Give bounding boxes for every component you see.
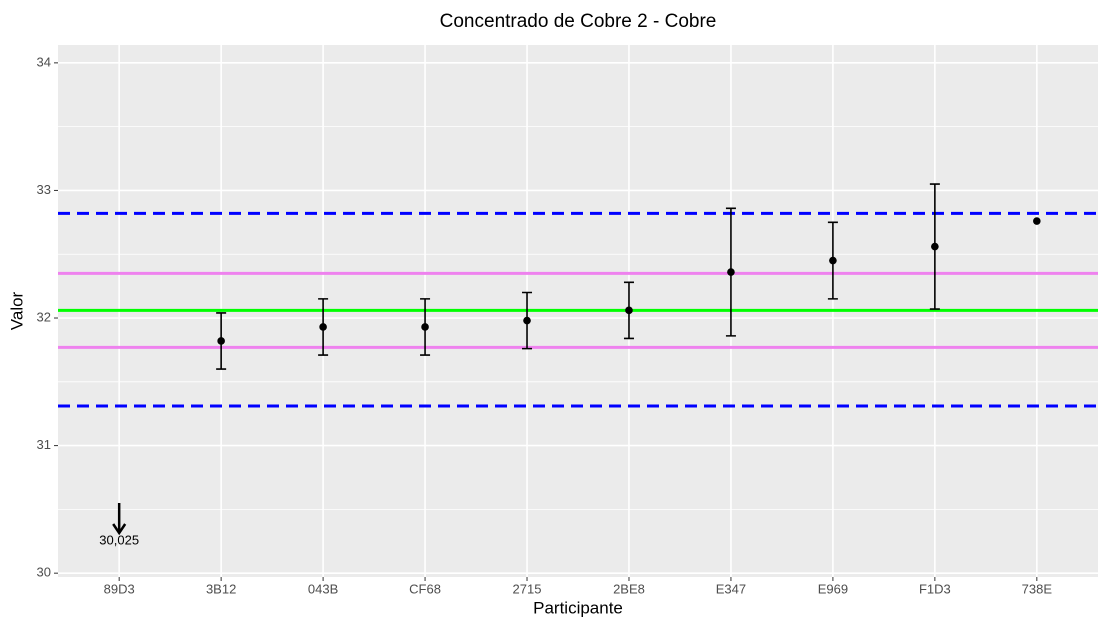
x-tick-label: 2BE8 xyxy=(613,581,645,596)
x-tick-label: 89D3 xyxy=(104,581,135,596)
point xyxy=(829,256,837,265)
x-tick-label: 738E xyxy=(1022,581,1053,596)
point xyxy=(931,242,939,251)
value-label: 30,025 xyxy=(99,532,139,547)
y-tick-label: 33 xyxy=(37,182,51,197)
x-tick-label: E969 xyxy=(818,581,848,596)
point xyxy=(625,306,633,315)
x-axis-label: Participante xyxy=(533,598,623,617)
chart-title: Concentrado de Cobre 2 - Cobre xyxy=(440,11,717,32)
y-tick-label: 34 xyxy=(37,54,51,69)
y-tick-label: 31 xyxy=(37,437,51,452)
y-axis-label: Valor xyxy=(7,291,26,330)
point xyxy=(217,337,225,345)
point xyxy=(727,268,735,276)
y-tick-label: 30 xyxy=(37,565,51,580)
x-tick-label: 043B xyxy=(308,581,338,596)
point xyxy=(319,323,327,331)
point xyxy=(1033,217,1041,225)
x-tick-label: E347 xyxy=(716,581,746,596)
x-tick-label: CF68 xyxy=(409,581,441,596)
x-tick-label: 2715 xyxy=(513,581,542,596)
y-tick-label: 32 xyxy=(37,309,51,324)
point xyxy=(523,316,531,325)
x-tick-label: 3B12 xyxy=(206,581,236,596)
arrow-head xyxy=(112,523,127,536)
x-tick-label: F1D3 xyxy=(919,581,951,596)
point xyxy=(421,323,429,331)
plot-layer: 30 31 32 33 34 89D3 3B12 043B CF68 2715 2BE8 E347 E9… xyxy=(37,45,1098,596)
